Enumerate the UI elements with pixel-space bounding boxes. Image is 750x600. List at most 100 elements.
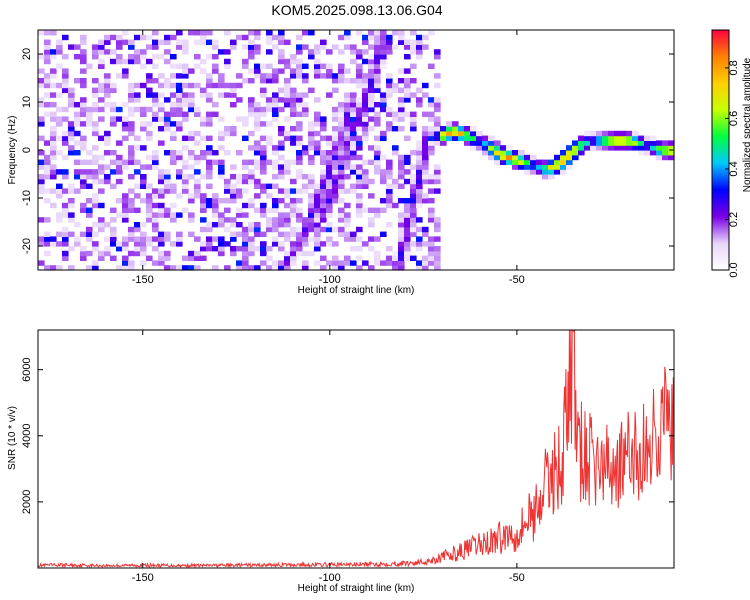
spectrogram-cell [404,207,411,213]
spectrogram-cell [182,188,189,194]
spectrogram-cell [398,198,405,204]
spectrogram-cell [44,174,51,180]
spectrogram-cell [176,106,183,113]
spectrogram-cell [296,58,303,65]
spectrogram-cell [98,226,105,233]
spectrogram-cell [434,116,441,122]
spectrogram-cell [206,54,213,60]
spectrogram-cell [416,87,423,93]
spectrogram-cell [290,188,297,194]
spectrogram-cell [428,178,435,185]
spectrogram-cell [338,34,345,41]
spectrogram-cell [188,217,195,223]
spectrogram-cell [146,87,153,93]
spectrogram-cell [350,169,357,175]
spectrogram-cell [74,54,81,60]
spectrogram-cell [428,150,435,156]
spectrogram-cell [314,202,321,209]
spectrogram-cell [608,145,615,151]
spectrogram-cell [284,63,291,69]
spectrogram-cell [212,207,219,213]
spectrogram-cell [284,130,291,137]
spectrogram-cell [362,106,369,113]
spectrogram-cell [260,246,267,252]
spectrogram-cell [248,54,255,60]
spectrogram-cell [458,130,465,137]
spectrogram-cell [98,135,105,141]
spectrogram-cell [560,154,567,161]
spectrogram-cell [344,217,351,223]
spectrogram-cell [128,154,135,161]
spectrogram-cell [416,241,423,247]
spectrogram-cell [92,222,99,228]
spectrogram-cell [488,145,495,151]
spectrogram-cell [278,54,285,60]
spectrogram-cell [374,154,381,161]
spectrogram-cell [62,250,69,257]
spectrogram-cell [104,39,111,45]
spectrogram-cell [80,102,87,108]
spectrogram-cell [272,111,279,117]
spectrogram-cell [410,226,417,233]
spectrogram-cell [98,97,105,103]
spectrogram-cell [212,150,219,156]
spectrogram-cell [50,102,57,108]
spectrogram-cell [290,178,297,185]
spectrogram-cell [56,212,63,218]
spectrogram-cell [620,145,627,151]
spectrogram-cell [188,102,195,108]
spectrogram-cell [38,174,45,180]
spectrogram-cell [230,198,237,204]
spectrogram-cell [470,145,477,151]
spectrogram-cell [182,49,189,55]
spectrogram-cell [68,212,75,218]
spectrogram-cell [92,126,99,132]
spectrogram-cell [308,121,315,127]
spectrogram-cell [92,178,99,185]
spectrogram-cell [176,231,183,237]
spectrogram-cell [530,164,537,170]
spectrogram-cell [44,169,51,175]
spectrogram-cell [194,193,201,199]
spectrogram-cell [158,169,165,175]
spectrogram-cell [80,255,87,261]
spectrogram-cell [158,73,165,79]
spectrogram-cell [356,121,363,127]
spectrogram-cell [122,207,129,213]
spectrogram-cell [152,222,159,228]
spectrogram-cell [80,97,87,103]
spectrogram-cell [344,135,351,141]
spectrogram-cell [158,82,165,89]
spectrogram-cell [200,255,207,261]
spectrogram-cell [374,34,381,41]
spectrogram-cell [368,68,375,74]
spectrogram-cell [332,150,339,156]
spectrogram-cell [560,159,567,165]
spectrogram-cell [122,255,129,261]
spectrogram-cell [56,183,63,189]
spectrogram-cell [92,159,99,165]
spectrogram-cell [302,222,309,228]
spectrogram-cell [428,188,435,194]
spectrogram-cell [248,111,255,117]
spectrogram-cell [626,135,633,141]
spectrogram-cell [248,159,255,165]
spectrogram-cell [404,82,411,89]
colorbar-scale [711,29,730,271]
spectrogram-cell [314,140,321,146]
spectrogram-cell [380,135,387,141]
spectrogram-cell [500,154,507,161]
spectrogram-cell [386,159,393,165]
spectrogram-cell [428,111,435,117]
spectrogram-cell [194,178,201,185]
spectrogram-cell [422,111,429,117]
spectrogram-cell [74,188,81,194]
spectrogram-cell [170,121,177,127]
spectrogram-cell [440,140,447,146]
spectrogram-cell [338,226,345,233]
spectrogram-cell [260,207,267,213]
spectrogram-cell [152,202,159,209]
spectrogram-cell [434,246,441,252]
spectrogram-cell [218,174,225,180]
spectrogram-cell [68,102,75,108]
